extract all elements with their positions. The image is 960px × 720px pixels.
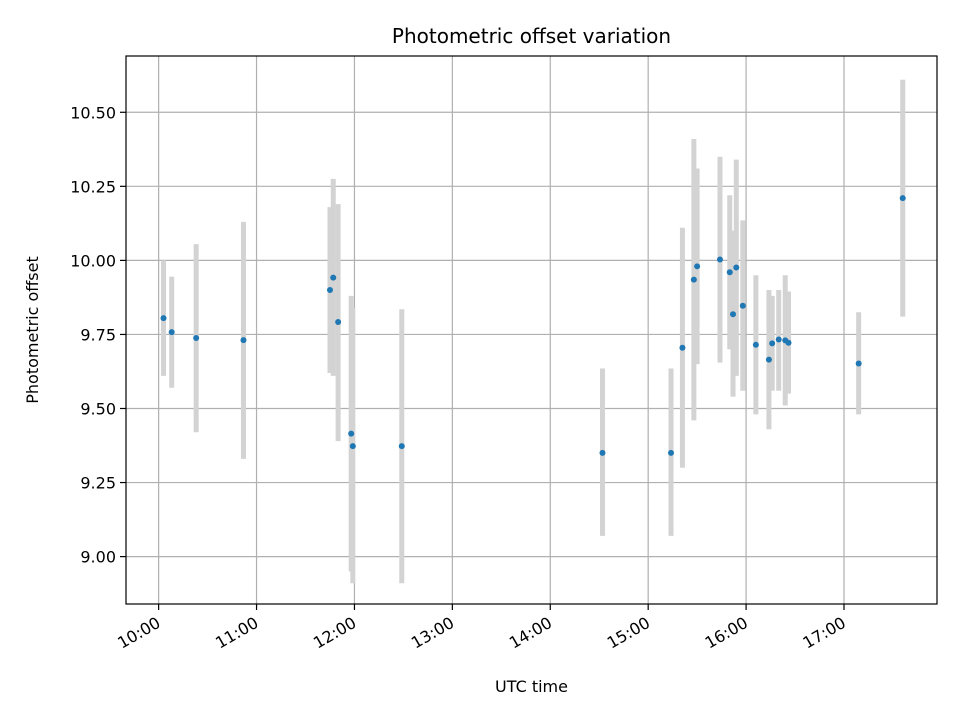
data-point	[769, 340, 776, 347]
y-axis-title: Photometric offset	[23, 256, 42, 404]
data-point	[599, 449, 606, 456]
x-axis-title: UTC time	[495, 677, 568, 696]
data-point	[690, 276, 697, 283]
data-point	[330, 274, 337, 281]
data-point	[240, 337, 247, 344]
y-tick-label: 9.75	[80, 325, 116, 344]
data-point	[752, 341, 759, 348]
data-point	[726, 269, 733, 276]
plot-frame	[125, 55, 938, 605]
data-point	[765, 356, 772, 363]
data-point	[739, 302, 746, 309]
data-point	[349, 443, 356, 450]
data-point	[694, 263, 701, 270]
data-points	[160, 195, 906, 456]
y-tick-label: 9.00	[80, 548, 116, 567]
data-point	[899, 195, 906, 202]
data-point	[398, 443, 405, 450]
data-point	[193, 334, 200, 341]
data-point	[730, 311, 737, 318]
data-point	[348, 430, 355, 437]
y-axis-ticks: 9.00 9.25 9.50 9.75 10.00 10.25 10.50	[70, 103, 126, 567]
data-point	[160, 315, 167, 322]
y-tick-label: 10.25	[70, 177, 116, 196]
y-tick-label: 10.00	[70, 251, 116, 270]
data-point	[733, 264, 740, 271]
data-point	[775, 336, 782, 343]
chart-title: Photometric offset variation	[392, 24, 671, 48]
data-point	[716, 256, 723, 263]
grid	[126, 56, 937, 604]
data-point	[168, 329, 175, 336]
data-point	[668, 449, 675, 456]
y-tick-label: 10.50	[70, 103, 116, 122]
data-point	[679, 344, 686, 351]
data-point	[855, 360, 862, 367]
y-tick-label: 9.50	[80, 399, 116, 418]
y-tick-label: 9.25	[80, 474, 116, 493]
data-point	[785, 339, 792, 346]
data-point	[326, 287, 333, 294]
data-point	[335, 319, 342, 326]
